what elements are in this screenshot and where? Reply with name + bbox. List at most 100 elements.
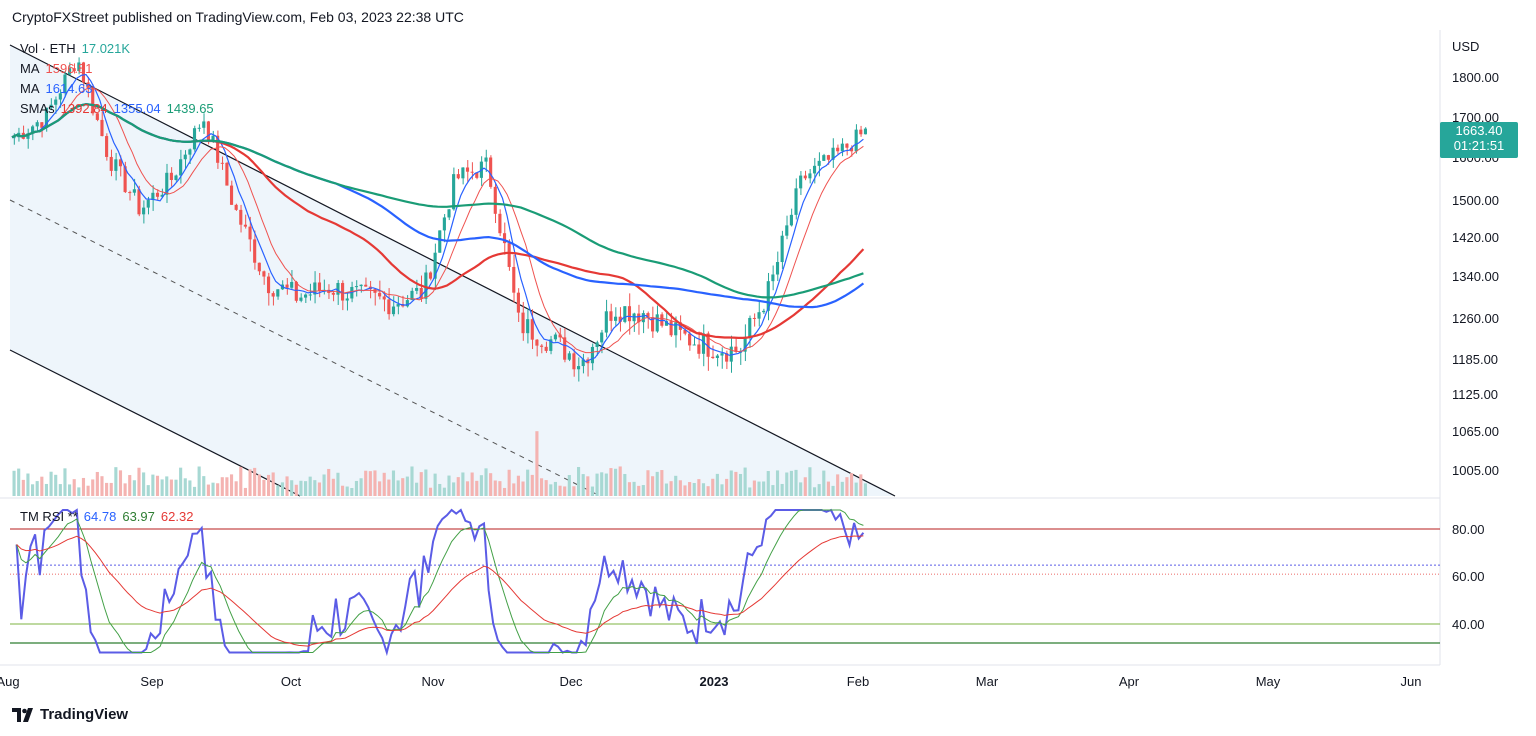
candle-body [253, 239, 257, 263]
volume-bar [489, 473, 493, 496]
candle-body [26, 133, 30, 139]
volume-bar [743, 467, 747, 496]
tradingview-logo-icon [12, 707, 33, 722]
candle-body [836, 147, 840, 152]
volume-bar [105, 482, 109, 496]
volume-bar [17, 468, 21, 496]
volume-bar [502, 487, 507, 496]
candle-body [623, 306, 627, 322]
volume-bar [674, 475, 678, 496]
volume-bar [410, 466, 414, 496]
volume-bar [234, 481, 238, 496]
volume-bar [123, 483, 127, 496]
volume-bar [188, 480, 192, 496]
candle-body [49, 104, 53, 108]
candle-body [563, 337, 567, 360]
candle-body [114, 159, 118, 171]
volume-bar [836, 474, 840, 496]
candle-body [794, 188, 798, 215]
volume-bar [826, 481, 830, 496]
candle-body [475, 172, 479, 178]
volume-bar [285, 476, 289, 496]
volume-bar [299, 480, 303, 496]
volume-bar [785, 472, 789, 496]
volume-bar [757, 481, 761, 496]
volume-bar [595, 473, 599, 496]
rsi-legend: TM RSI ** 64.78 63.97 62.32 [20, 509, 199, 524]
volume-bar [465, 481, 470, 496]
candle-body [391, 306, 396, 315]
candle-body [507, 243, 511, 267]
candle-body [262, 271, 266, 277]
candle-body [304, 294, 308, 298]
volume-bar [248, 469, 252, 496]
candle-body [530, 319, 534, 340]
candle-body [646, 313, 650, 318]
candle-body [336, 282, 340, 295]
volume-bar [313, 480, 317, 496]
volume-bar [428, 487, 433, 496]
candle-body [595, 342, 599, 347]
candle-body [609, 311, 613, 321]
last-price-value: 1663.40 [1455, 123, 1503, 138]
volume-bar [539, 478, 544, 496]
volume-bar [290, 480, 294, 496]
volume-bar [63, 468, 67, 496]
candle-body [701, 333, 706, 354]
time-tick-label: Jun [1401, 674, 1422, 689]
candle-body [243, 224, 247, 227]
volume-bar [294, 484, 298, 496]
candle-body [840, 143, 844, 152]
volume-bar [26, 473, 30, 496]
currency-label: USD [1452, 39, 1479, 54]
volume-bar [331, 478, 335, 496]
candle-body [618, 316, 622, 322]
candle-body [590, 346, 595, 364]
volume-bar [618, 466, 622, 496]
candle-body [285, 284, 289, 288]
volume-bar [179, 467, 183, 496]
candle-body [526, 319, 530, 334]
volume-bar [253, 467, 257, 496]
volume-bar [581, 474, 585, 496]
candle-body [317, 282, 322, 292]
price-tick-label: 1420.00 [1452, 230, 1499, 245]
volume-bar [345, 486, 349, 496]
volume-bar [401, 478, 405, 496]
bar-countdown: 01:21:51 [1453, 138, 1505, 153]
volume-bar [720, 484, 724, 496]
volume-bar [766, 471, 770, 496]
candle-body [692, 344, 696, 346]
candle-body [544, 346, 548, 351]
tradingview-footer[interactable]: TradingView [12, 706, 128, 723]
volume-bar [461, 472, 465, 496]
volume-bar [91, 479, 95, 496]
candle-body [169, 172, 173, 180]
candle-body [854, 129, 858, 152]
volume-bar [317, 482, 322, 496]
candle-body [799, 175, 803, 189]
volume-bar [391, 470, 396, 496]
legend-ma2-label: MA [20, 81, 40, 96]
candle-body [447, 209, 451, 218]
volume-bar [706, 486, 710, 496]
legend-smas: SMAs 1392.84 1355.04 1439.65 [20, 101, 220, 116]
volume-bar [780, 483, 784, 496]
volume-bar [859, 474, 863, 496]
volume-bar [484, 468, 488, 496]
legend-smas-label: SMAs [20, 101, 55, 116]
volume-bar [304, 481, 308, 496]
volume-bar [31, 484, 35, 496]
candle-body [664, 321, 669, 326]
rsi-tick-label: 80.00 [1452, 522, 1485, 537]
channel-lower-line [9, 349, 301, 497]
candle-body [354, 286, 359, 288]
volume-bar [808, 467, 812, 496]
candle-body [239, 209, 243, 225]
candle-body [44, 107, 49, 128]
volume-bar [669, 481, 673, 496]
volume-bar [146, 485, 150, 496]
volume-bar [576, 467, 581, 496]
candle-body [743, 337, 747, 352]
